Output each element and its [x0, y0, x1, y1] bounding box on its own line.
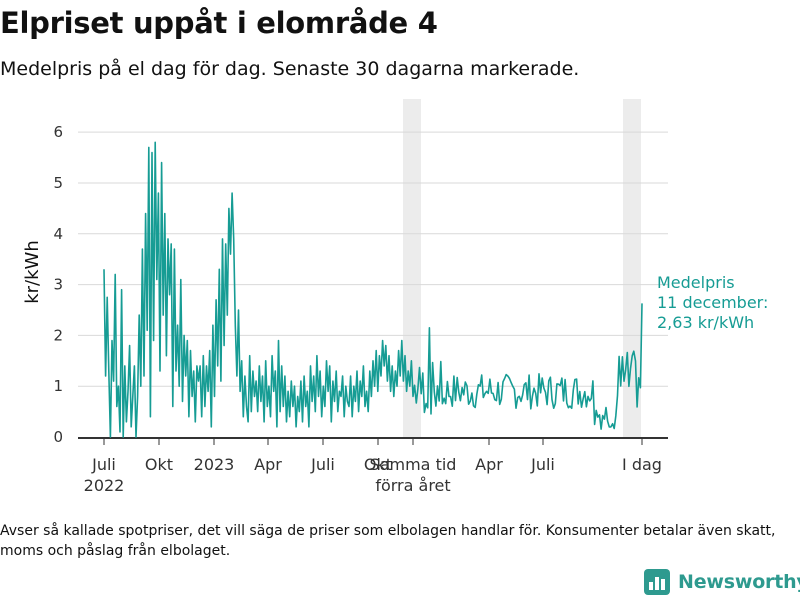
annotation-text: 2,63 kr/kWh: [657, 313, 754, 332]
chart-subtitle: Medelpris på el dag för dag. Senaste 30 …: [0, 58, 580, 80]
y-tick-label: 3: [53, 276, 63, 294]
newsworthy-logo: Newsworthy: [644, 569, 800, 595]
x-tick-label: Samma tid: [370, 455, 457, 474]
x-tick-label: förra året: [375, 476, 450, 495]
annotation-text: 11 december:: [657, 293, 768, 312]
annotation-text: Medelpris: [657, 273, 735, 292]
x-tick-label: Okt: [364, 455, 392, 474]
bar-chart-logo-icon: [644, 569, 670, 595]
x-tick-label: Juli: [310, 455, 335, 474]
x-tick-label: Okt: [145, 455, 173, 474]
x-tick-label: Juli: [530, 455, 555, 474]
y-tick-label: 1: [53, 377, 63, 395]
y-axis-label: kr/kWh: [22, 240, 43, 304]
x-tick-label: 2023: [194, 455, 235, 474]
x-tick-label: Apr: [475, 455, 503, 474]
price-series-line: [103, 141, 643, 438]
highlight-band: [403, 99, 421, 437]
y-tick-label: 5: [53, 174, 63, 192]
x-tick-label: Juli: [91, 455, 116, 474]
x-tick-label: I dag: [622, 455, 662, 474]
y-tick-label: 0: [53, 428, 63, 446]
footnote: Avser så kallade spotpriser, det vill sä…: [0, 523, 776, 559]
y-tick-label: 2: [53, 326, 63, 344]
y-tick-label: 4: [53, 225, 63, 243]
x-tick-label: Apr: [254, 455, 282, 474]
chart-title: Elpriset uppåt i elområde 4: [0, 6, 438, 40]
brand-name: Newsworthy: [678, 571, 800, 593]
x-tick-label: 2022: [84, 476, 125, 495]
y-tick-label: 6: [53, 123, 63, 141]
